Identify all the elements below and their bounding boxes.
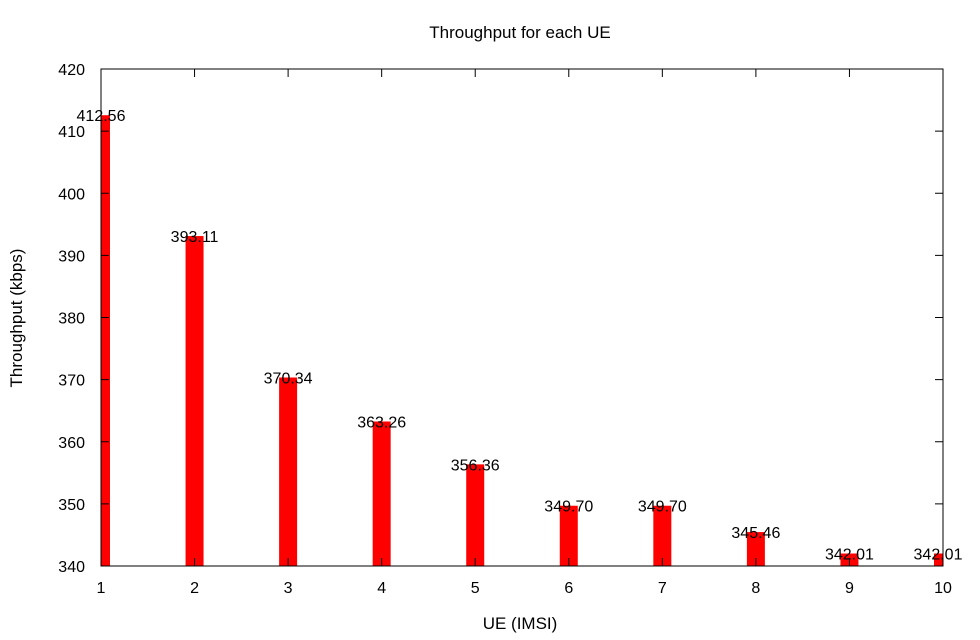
bar-ue-6	[559, 505, 578, 566]
bar-ue-4	[372, 421, 391, 566]
x-tick-label: 3	[284, 580, 293, 597]
bar-value-label: 342.01	[825, 547, 874, 564]
bar-ue-1	[101, 115, 110, 566]
y-tick-label: 370	[58, 373, 85, 390]
bar-value-label: 370.34	[264, 371, 313, 388]
x-tick-label: 2	[190, 580, 199, 597]
y-tick-label: 360	[58, 435, 85, 452]
x-axis-label: UE (IMSI)	[483, 614, 558, 633]
bar-value-label: 356.36	[451, 457, 500, 474]
bar-value-label: 393.11	[171, 229, 219, 246]
plot-frame	[100, 68, 944, 567]
y-tick-label: 350	[58, 497, 85, 514]
bar-ue-3	[279, 377, 298, 566]
y-tick-label: 400	[58, 186, 85, 203]
bar-ue-10	[934, 553, 943, 566]
x-tick-label: 6	[564, 580, 573, 597]
x-tick-label: 4	[377, 580, 386, 597]
y-tick-label: 340	[58, 559, 85, 576]
x-tick-label: 10	[934, 580, 952, 597]
bar-value-label: 349.70	[638, 499, 687, 516]
x-tick-label: 5	[471, 580, 480, 597]
bar-ue-7	[653, 505, 672, 566]
y-tick-label: 390	[58, 248, 85, 265]
x-tick-label: 7	[658, 580, 667, 597]
bar-ue-8	[746, 532, 765, 566]
x-tick-label: 1	[97, 580, 106, 597]
y-tick-label: 420	[58, 62, 85, 79]
bar-value-label: 363.26	[357, 414, 406, 431]
x-tick-label: 8	[751, 580, 760, 597]
bar-ue-2	[185, 236, 204, 566]
y-axis-label: Throughput (kbps)	[7, 249, 26, 388]
y-tick-label: 380	[58, 311, 85, 328]
y-tick-label: 410	[58, 124, 85, 141]
chart-title: Throughput for each UE	[429, 23, 610, 42]
bar-value-label: 345.46	[731, 525, 780, 542]
bar-value-label: 349.70	[544, 499, 593, 516]
bar-ue-5	[466, 464, 485, 566]
bar-value-label: 342.01	[914, 547, 963, 564]
x-tick-label: 9	[845, 580, 854, 597]
